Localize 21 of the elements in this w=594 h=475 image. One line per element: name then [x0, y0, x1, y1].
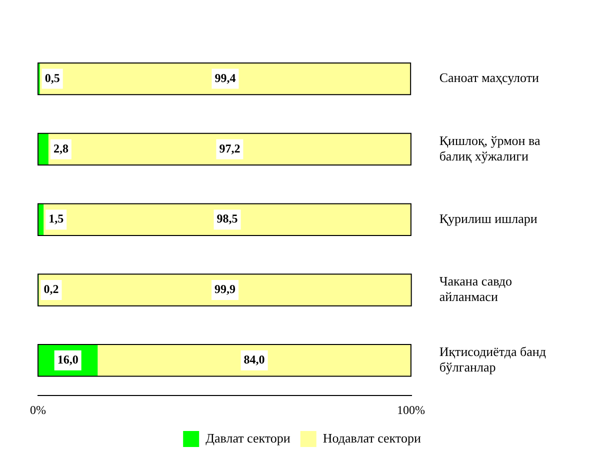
y-tick-label: Қишлоқ, ўрмон ва балиқ хўжалиги — [439, 132, 540, 164]
y-tick-label: Иқтисодиётда банд бўлганлар — [439, 344, 546, 375]
data-label: 84,0 — [244, 352, 265, 366]
data-label: 1,5 — [48, 212, 64, 226]
data-label: 0,2 — [44, 282, 59, 296]
bar — [98, 344, 411, 376]
legend-label: Нодавлат сектори — [322, 430, 421, 446]
bar — [38, 133, 48, 166]
data-label: 99,9 — [214, 282, 236, 296]
x-tick-label: 0% — [30, 402, 46, 417]
data-label: 0,5 — [44, 70, 60, 85]
data-label: 2,8 — [53, 141, 68, 156]
y-tick-label: Чакана савдо айланмаси — [439, 274, 512, 304]
y-tick-label: Саноат маҳсулоти — [439, 70, 540, 86]
legend-label: Давлат сектори — [206, 430, 290, 446]
y-tick-label: Қурилиш ишлари — [439, 211, 538, 226]
data-label: 16,0 — [57, 352, 78, 366]
data-label: 99,4 — [214, 70, 236, 85]
x-tick-label: 100% — [396, 402, 425, 417]
data-label: 98,5 — [216, 212, 238, 226]
data-label: 97,2 — [219, 141, 240, 156]
